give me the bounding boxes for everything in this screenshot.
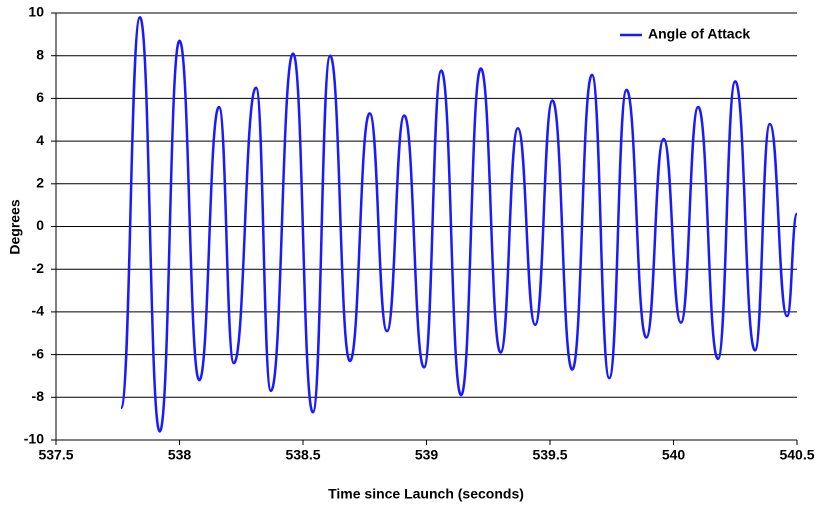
y-tick-label: -10 [24,431,44,447]
y-tick-label: -8 [32,388,45,404]
y-axis-title: Degrees [7,199,23,254]
x-tick-label: 537.5 [38,447,73,463]
y-tick-label: -4 [32,303,45,319]
x-tick-label: 539 [415,447,439,463]
y-tick-label: 6 [36,89,44,105]
x-tick-label: 540 [662,447,686,463]
y-tick-label: 2 [36,175,44,191]
y-tick-label: 0 [36,217,44,233]
y-tick-label: -2 [32,260,45,276]
data-line [119,16,799,433]
x-axis-title: Time since Launch (seconds) [328,486,524,502]
y-tick-label: 4 [36,132,44,148]
x-tick-label: 538.5 [285,447,320,463]
x-tick-label: 540.5 [779,447,814,463]
x-tick-label: 539.5 [532,447,567,463]
x-tick-label: 538 [168,447,192,463]
y-tick-label: -6 [32,345,45,361]
legend-label: Angle of Attack [648,26,750,42]
y-tick-label: 8 [36,46,44,62]
y-tick-label: 10 [28,4,44,20]
